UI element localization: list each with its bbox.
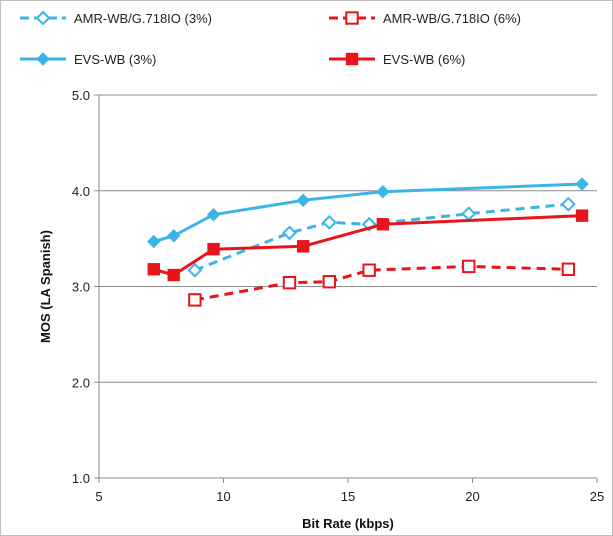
series-2-point-1 <box>166 229 181 243</box>
series-2-point-3 <box>296 193 310 208</box>
series-0-point-4 <box>461 206 477 222</box>
series-1 <box>188 259 576 307</box>
legend-label-3: EVS-WB (6%) <box>383 52 465 67</box>
series-layer <box>147 177 589 307</box>
series-3-point-3 <box>296 240 310 253</box>
series-1-point-1 <box>282 275 297 290</box>
series-3 <box>147 209 589 282</box>
series-0-point-1 <box>282 225 297 241</box>
series-0-point-0 <box>187 262 203 278</box>
legend-label-1: AMR-WB/G.718IO (6%) <box>383 11 521 26</box>
series-0 <box>187 196 576 278</box>
series-3-point-0 <box>147 263 160 276</box>
series-0-point-2 <box>321 214 337 230</box>
legend-item-3: EVS-WB (6%) <box>329 52 465 67</box>
x-axis-title: Bit Rate (kbps) <box>302 516 394 531</box>
y-tick-label-1: 2.0 <box>72 375 90 390</box>
legend-marker-1 <box>345 11 359 25</box>
series-1-point-2 <box>322 275 337 289</box>
axis-layer: 1.0 2.0 3.0 4.0 5.0 5 10 15 20 25 <box>72 88 604 504</box>
series-2-point-2 <box>206 207 221 222</box>
series-3-point-5 <box>575 209 589 222</box>
series-2 <box>147 177 589 249</box>
legend-item-1: AMR-WB/G.718IO (6%) <box>329 11 521 26</box>
legend-marker-3 <box>345 52 359 66</box>
legend-item-2: EVS-WB (3%) <box>20 52 156 67</box>
series-3-point-2 <box>207 242 220 256</box>
series-0-point-5 <box>560 196 576 212</box>
y-axis-title: MOS (LA Spanish) <box>38 230 53 343</box>
x-tick-label-3: 20 <box>465 489 479 504</box>
series-3-point-4 <box>376 218 390 231</box>
x-tick-label-0: 5 <box>95 489 102 504</box>
legend-marker-2 <box>36 52 50 66</box>
grid-layer <box>99 94 597 479</box>
series-line-0 <box>194 202 569 272</box>
series-2-point-0 <box>147 234 161 249</box>
series-line-1 <box>194 264 569 302</box>
legend-layer: AMR-WB/G.718IO (3%) AMR-WB/G.718IO (6%) EV… <box>20 10 521 67</box>
series-3-point-1 <box>167 268 180 282</box>
series-1-point-0 <box>188 293 202 307</box>
y-tick-label-0: 1.0 <box>72 471 90 486</box>
y-tick-label-2: 3.0 <box>72 280 90 295</box>
x-tick-label-2: 15 <box>341 489 355 504</box>
series-1-point-4 <box>462 259 476 274</box>
x-tick-label-4: 25 <box>590 489 604 504</box>
series-2-point-5 <box>575 177 589 191</box>
y-tick-label-3: 4.0 <box>72 184 90 199</box>
series-1-point-3 <box>362 263 376 277</box>
series-2-point-4 <box>376 185 390 199</box>
series-1-point-5 <box>561 262 576 276</box>
legend-label-0: AMR-WB/G.718IO (3%) <box>74 11 212 26</box>
y-tick-label-4: 5.0 <box>72 88 90 103</box>
legend-item-0: AMR-WB/G.718IO (3%) <box>20 10 212 26</box>
x-tick-label-1: 10 <box>216 489 230 504</box>
legend-label-2: EVS-WB (3%) <box>74 52 156 67</box>
legend-marker-0 <box>35 10 51 26</box>
